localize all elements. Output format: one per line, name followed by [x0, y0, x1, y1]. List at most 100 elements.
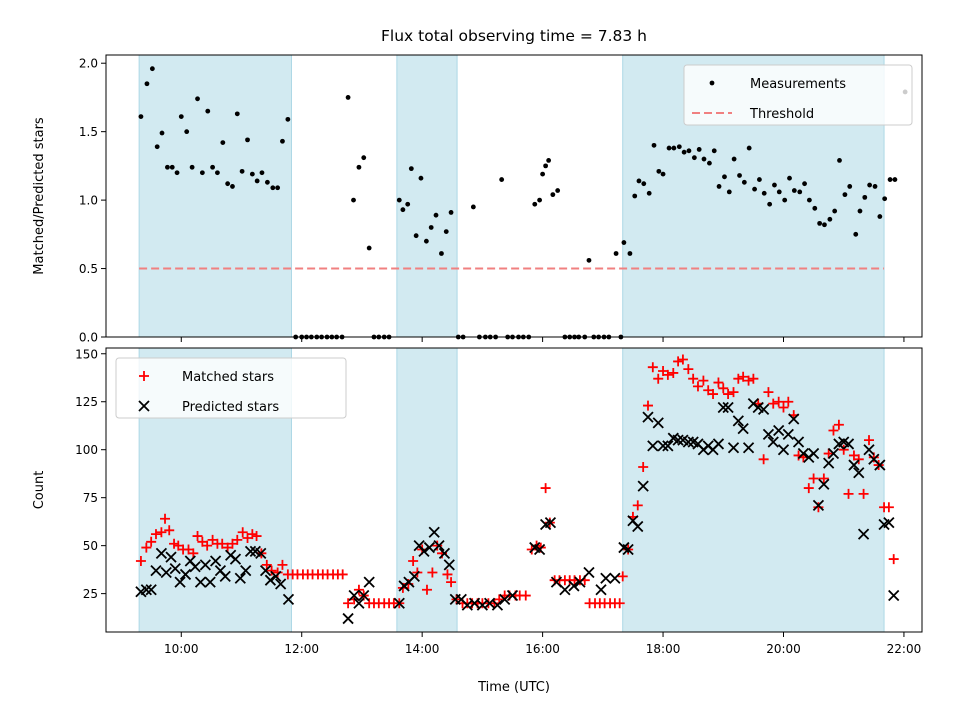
predicted-stars-point-48: [461, 599, 473, 611]
measurements-point-140: [857, 208, 863, 214]
matched-stars-point-17: [217, 538, 228, 549]
measurements-point-40: [345, 95, 351, 100]
matched-stars-point-151: [888, 554, 899, 565]
legend-swatch-1: [138, 400, 150, 412]
predicted-stars-point-76: [662, 440, 674, 452]
matched-stars-point-136: [813, 502, 824, 513]
matched-stars-point-125: [758, 454, 769, 465]
predicted-stars-point-118: [874, 459, 886, 471]
matched-stars-point-141: [838, 444, 849, 455]
legend-box: [115, 357, 347, 419]
x-tick-label: 20:00: [766, 642, 801, 656]
matched-stars-point-59: [427, 567, 438, 578]
measurements-point-112: [716, 184, 722, 189]
predicted-stars-point-90: [732, 415, 744, 427]
predicted-stars-point-1: [140, 584, 152, 596]
measurements-point-100: [656, 168, 662, 174]
predicted-stars-point-29: [282, 593, 295, 606]
measurements-point-16: [220, 140, 226, 146]
measurements-point-21: [245, 137, 250, 143]
matched-stars-point-41: [337, 569, 348, 580]
measurements-point-132: [817, 220, 823, 226]
matched-stars-point-12: [192, 531, 203, 542]
measurements-point-76: [540, 171, 546, 177]
measurements-point-91: [613, 251, 619, 256]
matched-stars-point-128: [773, 396, 784, 407]
measurements-point-59: [443, 229, 449, 234]
y-tick-label: 1.0: [79, 194, 98, 208]
predicted-stars-point-25: [259, 564, 272, 577]
predicted-stars-point-80: [682, 436, 694, 448]
predicted-stars-point-68: [622, 543, 634, 556]
measurements-point-68: [499, 177, 505, 182]
measurements-point-54: [418, 175, 424, 181]
matched-stars-point-44: [353, 584, 364, 595]
measurements-point-55: [423, 238, 429, 244]
measurements-point-18: [230, 184, 235, 189]
matched-stars-point-20: [232, 534, 243, 545]
measurements-point-6: [169, 164, 175, 170]
measurements-point-118: [746, 145, 752, 151]
measurements-point-1: [144, 81, 150, 87]
measurements-point-0: [138, 114, 144, 120]
measurements-point-121: [761, 190, 767, 196]
predicted-stars-point-109: [827, 447, 840, 460]
bottom-legend: Matched stars Predicted stars: [115, 357, 347, 419]
measurements-point-14: [210, 164, 215, 170]
measurements-point-96: [636, 178, 642, 184]
matched-stars-point-60: [432, 540, 443, 551]
measurements-point-19: [234, 111, 240, 117]
measurements-point-86: [586, 257, 592, 263]
matched-stars-point-97: [617, 571, 628, 582]
top-panel-frame: [105, 54, 923, 338]
matched-stars-point-130: [783, 396, 794, 407]
measurements-point-103: [671, 145, 677, 151]
measurements-point-41: [351, 197, 356, 203]
matched-stars-point-3: [150, 529, 161, 540]
matched-stars-point-58: [421, 584, 432, 595]
measurements-point-25: [264, 179, 270, 185]
predicted-stars-point-89: [727, 442, 740, 454]
measurements-point-131: [812, 205, 818, 211]
predicted-stars-point-2: [145, 584, 157, 596]
measurements-point-7: [174, 170, 180, 176]
predicted-stars-point-100: [782, 428, 794, 440]
predicted-stars-point-121: [888, 589, 900, 602]
measurements-point-63: [470, 204, 476, 210]
predicted-stars-point-45: [443, 559, 455, 571]
predicted-stars-point-30: [342, 612, 354, 625]
shaded-interval-2: [622, 347, 885, 633]
measurements-point-106: [686, 148, 692, 154]
predicted-stars-point-74: [652, 417, 664, 429]
predicted-stars-point-63: [583, 566, 595, 579]
matched-stars-point-134: [803, 483, 814, 494]
predicted-stars-point-54: [506, 589, 519, 602]
measurements-point-56: [428, 225, 434, 230]
predicted-stars-point-7: [169, 563, 181, 575]
predicted-stars-point-64: [595, 584, 607, 596]
measurements-point-137: [842, 192, 848, 198]
matched-stars-point-96: [614, 598, 625, 609]
predicted-stars-point-56: [533, 543, 546, 556]
predicted-stars-point-108: [823, 457, 835, 469]
measurements-point-145: [882, 196, 888, 202]
matched-stars-point-127: [768, 398, 779, 409]
measurements-point-9: [184, 129, 190, 135]
matched-stars-point-100: [632, 500, 643, 511]
predicted-stars-point-34: [363, 576, 375, 588]
matched-stars-point-112: [692, 381, 703, 392]
matched-stars-point-21: [237, 527, 248, 538]
measurements-point-74: [532, 201, 538, 207]
measurements-point-128: [797, 189, 803, 195]
measurements-point-119: [752, 186, 757, 192]
predicted-stars-point-71: [637, 480, 649, 492]
measurements-point-77: [543, 163, 549, 169]
legend-label: Measurements: [750, 77, 846, 92]
predicted-stars-point-53: [499, 593, 511, 606]
measurements-point-44: [366, 245, 372, 251]
x-tick-label: 16:00: [525, 642, 560, 656]
measurements-point-108: [696, 147, 702, 152]
bottom-panel: 25 50 75 100 125 150 10:00 12:00 14:00 16:00 18:0…: [32, 347, 923, 695]
matched-stars-point-0: [135, 556, 146, 566]
measurements-point-105: [681, 149, 687, 155]
